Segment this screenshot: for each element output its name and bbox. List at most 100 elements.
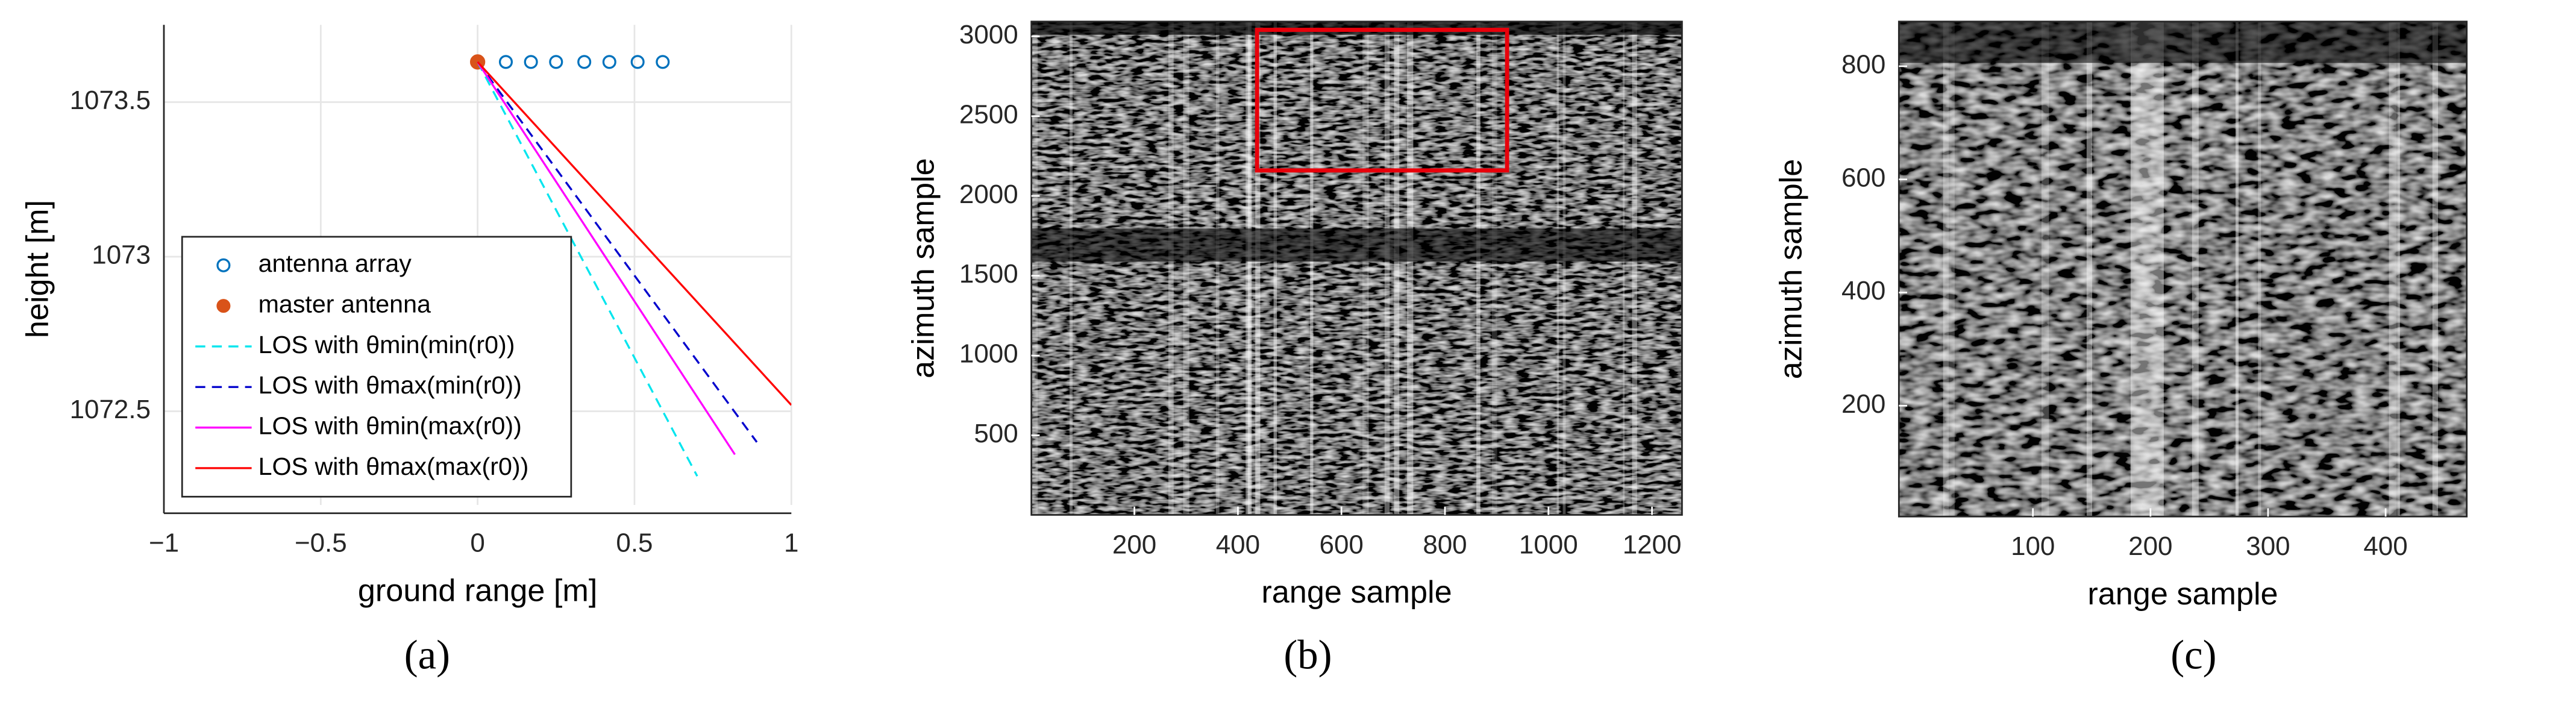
sar-streak	[1491, 21, 1497, 515]
y-tick-label: 1072.5	[70, 395, 151, 424]
frame	[1030, 20, 1683, 516]
sar-streak	[1407, 21, 1414, 515]
x-tick-label: 100	[2011, 531, 2055, 561]
sar-streak	[1366, 21, 1369, 515]
sar-streak	[1031, 21, 1038, 515]
marker	[549, 55, 563, 69]
marker	[656, 55, 670, 69]
legend-label: LOS with θmin(max(r0))	[259, 412, 522, 439]
legend-label: LOS with θmin(min(r0))	[259, 331, 515, 359]
highlight-box	[1255, 28, 1509, 173]
x-tick-label: 0	[470, 528, 484, 558]
sar-streak	[1246, 21, 1252, 515]
marker	[630, 55, 645, 69]
legend-label: antenna array	[259, 249, 412, 277]
sar-dark-band	[1031, 228, 1682, 262]
sar-streak	[1623, 21, 1625, 515]
y-tick-label: 1073	[92, 240, 151, 270]
sar-streak	[2236, 21, 2239, 517]
sar-streak	[1168, 21, 1174, 515]
legend-label: master antenna	[259, 290, 431, 318]
sar-streak	[1069, 21, 1073, 515]
x-axis-label: range sample	[2087, 577, 2278, 612]
legend-box	[181, 236, 572, 498]
x-tick-label: 400	[1216, 530, 1260, 559]
x-tick-label: −1	[149, 528, 179, 558]
y-tick-label: 200	[1841, 389, 1885, 419]
sar-streak	[2041, 21, 2049, 517]
plot-area	[469, 54, 792, 477]
sar-streak	[1943, 21, 1955, 517]
sar-streak	[1476, 21, 1481, 515]
y-tick-label: 3000	[959, 20, 1018, 49]
sar-streak	[2432, 21, 2439, 517]
marker	[498, 55, 513, 69]
sar-streak	[1394, 21, 1400, 515]
series-line	[477, 61, 792, 406]
y-tick-label: 1000	[959, 339, 1018, 369]
x-tick-label: 200	[1112, 530, 1156, 559]
sar-streak	[2258, 21, 2261, 517]
legend-label: LOS with θmax(min(r0))	[259, 371, 522, 399]
sar-streak	[1215, 21, 1220, 515]
x-tick-label: 400	[2363, 531, 2407, 561]
y-tick-label: 800	[1841, 50, 1885, 80]
y-axis-label: height [m]	[20, 200, 55, 338]
panel-label: (b)	[1283, 631, 1332, 677]
x-tick-label: 1	[784, 528, 798, 558]
sar-streak	[1562, 21, 1566, 515]
x-axis-label: ground range [m]	[358, 573, 597, 608]
panel-label: (a)	[404, 631, 450, 677]
sar-texture	[1899, 21, 2467, 517]
sar-streak	[1362, 21, 1367, 515]
legend-label: LOS with θmax(max(r0))	[259, 453, 529, 480]
y-tick-label: 400	[1841, 276, 1885, 306]
y-tick-label: 1073.5	[70, 86, 151, 115]
x-axis-label: range sample	[1261, 575, 1452, 610]
series-line	[477, 61, 758, 443]
marker	[524, 55, 538, 69]
x-tick-label: 300	[2246, 531, 2290, 561]
y-tick-label: 2000	[959, 180, 1018, 209]
y-tick-label: 1500	[959, 259, 1018, 289]
sar-streak	[1255, 21, 1261, 515]
y-axis-label: azimuth sample	[906, 158, 941, 378]
sar-streak	[1247, 21, 1250, 515]
sar-streak	[2086, 21, 2093, 517]
sar-streak	[1247, 21, 1252, 515]
frame	[1898, 20, 2468, 518]
marker	[577, 55, 592, 69]
sar-bright-band	[2130, 21, 2164, 517]
legend-swatch	[216, 258, 231, 272]
sar-streak	[1632, 21, 1637, 515]
series-line	[477, 61, 736, 456]
sar-dark-band	[1899, 21, 2467, 63]
y-axis-label: azimuth sample	[1773, 159, 1808, 379]
x-tick-label: 200	[2128, 531, 2172, 561]
sar-streak	[1384, 21, 1390, 515]
sar-streak	[1183, 21, 1189, 515]
marker	[602, 55, 616, 69]
y-tick-label: 600	[1841, 163, 1885, 192]
y-tick-label: 500	[974, 419, 1018, 448]
x-tick-label: 0.5	[616, 528, 653, 558]
sar-streak	[1273, 21, 1277, 515]
sar-texture	[1031, 21, 1682, 515]
legend-swatch	[216, 299, 231, 313]
sar-streak	[2397, 21, 2400, 517]
sar-streak	[1943, 21, 1949, 517]
x-tick-label: 800	[1423, 530, 1467, 559]
sar-streak	[2389, 21, 2397, 517]
x-tick-label: 600	[1320, 530, 1364, 559]
sar-streak	[1556, 21, 1559, 515]
y-tick-label: 2500	[959, 99, 1018, 129]
panel-label: (c)	[2170, 631, 2216, 677]
x-tick-label: 1200	[1623, 530, 1682, 559]
sar-streak	[2192, 21, 2199, 517]
sar-streak	[1310, 21, 1314, 515]
x-tick-label: 1000	[1519, 530, 1578, 559]
x-tick-label: −0.5	[295, 528, 347, 558]
series-line	[477, 61, 698, 477]
